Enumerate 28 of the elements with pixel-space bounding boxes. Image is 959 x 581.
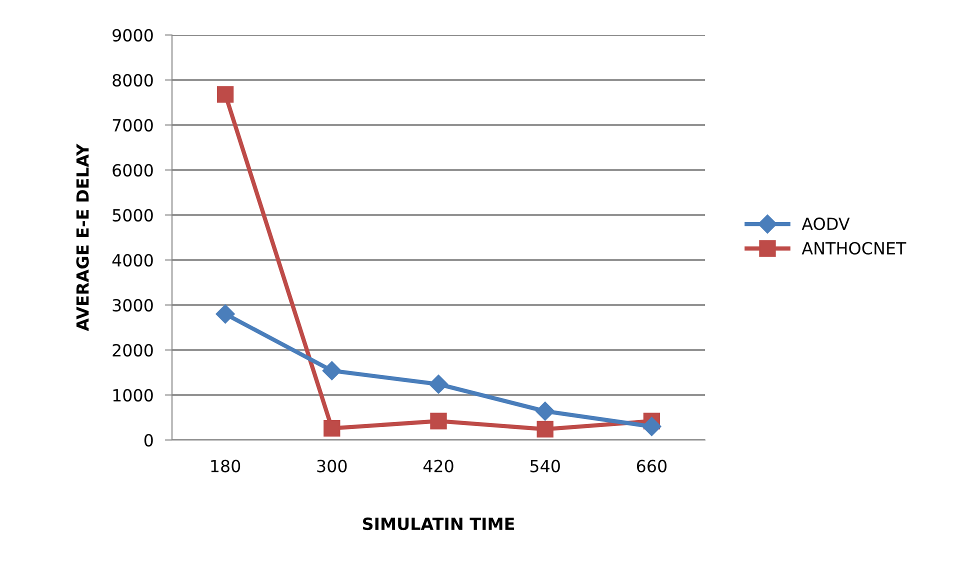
y-tick-label: 7000 (112, 118, 153, 132)
point (216, 86, 234, 103)
point (536, 420, 554, 438)
point (216, 304, 235, 324)
legend-label: ANTHOCNET (802, 242, 906, 255)
x-tick-label: 420 (423, 460, 454, 472)
y-tick-label: 0 (144, 434, 153, 447)
y-tick-label: 1000 (113, 388, 153, 402)
x-axis-title: SIMULATIN TIME (362, 518, 514, 530)
y-tick-label: 9000 (112, 28, 153, 42)
x-tick-label: 180 (211, 460, 240, 472)
point (322, 361, 342, 380)
y-tick-label: 5000 (112, 208, 153, 222)
point (430, 412, 447, 430)
y-tick-label: 8000 (112, 74, 153, 87)
legend-label: AODV (802, 217, 850, 230)
point (428, 374, 448, 394)
x-tick-label: 540 (530, 460, 560, 472)
y-tick-label: 6000 (112, 164, 153, 177)
y-tick-label: 4000 (112, 254, 153, 267)
x-tick-label: 660 (636, 460, 666, 472)
point (642, 416, 662, 436)
y-axis-title: AVERAGE E-E DELAY (76, 144, 89, 332)
x-tick-label: 300 (317, 460, 347, 472)
y-tick-label: 3000 (112, 298, 153, 312)
point (536, 402, 555, 421)
y-tick-label: 2000 (112, 344, 153, 357)
point (324, 420, 340, 437)
